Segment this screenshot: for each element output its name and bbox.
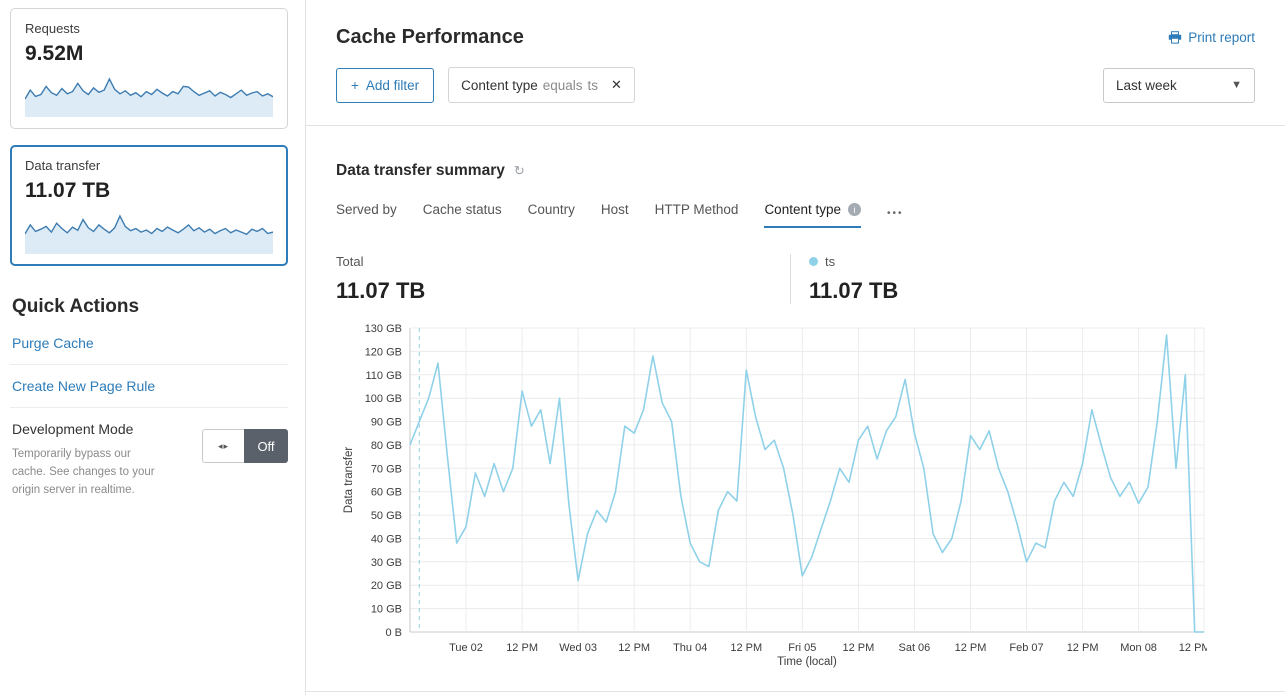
- tab-country[interactable]: Country: [528, 202, 575, 228]
- toggle-state-label: Off: [244, 429, 288, 463]
- svg-text:110 GB: 110 GB: [366, 370, 403, 382]
- filter-operator: equals: [542, 77, 583, 93]
- tab-host[interactable]: Host: [601, 202, 629, 228]
- svg-text:20 GB: 20 GB: [371, 580, 402, 592]
- add-filter-button[interactable]: + Add filter: [336, 67, 435, 103]
- svg-text:120 GB: 120 GB: [365, 346, 402, 358]
- data-transfer-sparkline: [25, 214, 273, 254]
- tab-served-by[interactable]: Served by: [336, 202, 397, 228]
- svg-text:12 PM: 12 PM: [1067, 642, 1099, 654]
- filter-field: Content type: [461, 77, 538, 93]
- total-value: 11.07 TB: [336, 278, 426, 303]
- tab-label: Country: [527, 202, 575, 217]
- divider: [306, 691, 1285, 692]
- time-range-select[interactable]: Last week ▼: [1103, 67, 1255, 103]
- dev-mode-description: Temporarily bypass our cache. See change…: [12, 448, 155, 496]
- series-stat: ts 11.07 TB: [790, 254, 898, 304]
- quick-actions-title: Quick Actions: [12, 296, 140, 317]
- chevron-down-icon: ▼: [1231, 79, 1242, 91]
- data-transfer-chart[interactable]: 0 B 10 GB 20 GB 30 GB 40 GB 50 GB 60 GB 70 GB 80…: [336, 320, 1211, 672]
- tab-label: Served by: [336, 202, 397, 217]
- svg-text:90 GB: 90 GB: [371, 417, 402, 429]
- tab-label: HTTP Method: [654, 202, 739, 217]
- tab-content-type[interactable]: Content type i: [764, 202, 861, 228]
- metric-label: Requests: [25, 21, 80, 36]
- refresh-icon[interactable]: ↻: [513, 163, 525, 178]
- filter-chip-content-type: Content type equals ts ✕: [448, 67, 635, 103]
- svg-text:Thu 04: Thu 04: [673, 642, 707, 654]
- svg-text:Feb 07: Feb 07: [1009, 642, 1043, 654]
- legend-dot: [809, 257, 818, 266]
- tab-label: Cache status: [422, 202, 502, 217]
- svg-text:12 PM: 12 PM: [506, 642, 538, 654]
- main-content: Cache Performance Print report + Add fil…: [306, 0, 1285, 695]
- purge-cache-link[interactable]: Purge Cache: [10, 322, 288, 365]
- toggle-arrows-icon: ◂▸: [202, 429, 244, 463]
- svg-text:60 GB: 60 GB: [371, 487, 402, 499]
- more-tabs-button[interactable]: •••: [887, 208, 904, 219]
- svg-text:Tue 02: Tue 02: [449, 642, 483, 654]
- metric-card-data-transfer[interactable]: Data transfer 11.07 TB: [10, 145, 288, 266]
- tab-http-method[interactable]: HTTP Method: [655, 202, 739, 228]
- svg-text:40 GB: 40 GB: [371, 534, 402, 546]
- svg-text:Sat 06: Sat 06: [898, 642, 930, 654]
- svg-text:12 PM: 12 PM: [730, 642, 762, 654]
- print-report-link[interactable]: Print report: [1168, 30, 1255, 45]
- sidebar: Requests 9.52M Data transfer 11.07 TB Qu…: [0, 0, 306, 695]
- tab-cache-status[interactable]: Cache status: [423, 202, 502, 228]
- svg-text:50 GB: 50 GB: [371, 510, 402, 522]
- divider: [306, 125, 1285, 126]
- svg-text:Wed 03: Wed 03: [559, 642, 597, 654]
- svg-text:130 GB: 130 GB: [365, 323, 402, 335]
- dev-mode-title: Development Mode: [12, 421, 134, 437]
- svg-text:30 GB: 30 GB: [371, 557, 402, 569]
- svg-text:0 B: 0 B: [385, 627, 402, 639]
- requests-sparkline: [25, 77, 273, 117]
- metric-card-requests[interactable]: Requests 9.52M: [10, 8, 288, 129]
- svg-text:12 PM: 12 PM: [843, 642, 875, 654]
- tab-label: Content type: [764, 202, 841, 217]
- svg-text:80 GB: 80 GB: [371, 440, 402, 452]
- add-filter-label: Add filter: [365, 77, 420, 93]
- svg-text:Time (local): Time (local): [777, 656, 837, 668]
- info-icon[interactable]: i: [848, 203, 861, 216]
- svg-text:Data transfer: Data transfer: [343, 447, 355, 514]
- plus-icon: +: [351, 77, 359, 93]
- svg-text:Mon 08: Mon 08: [1120, 642, 1157, 654]
- legend-name: ts: [825, 254, 836, 269]
- printer-icon: [1169, 31, 1182, 44]
- print-report-label: Print report: [1188, 30, 1255, 45]
- time-range-value: Last week: [1116, 77, 1177, 93]
- development-mode-section: Development Mode Temporarily bypass our …: [10, 408, 288, 499]
- filter-value: ts: [587, 77, 599, 93]
- tab-label: Host: [600, 202, 629, 217]
- svg-text:Fri 05: Fri 05: [788, 642, 816, 654]
- svg-text:12 PM: 12 PM: [618, 642, 650, 654]
- remove-filter-icon[interactable]: ✕: [611, 77, 622, 92]
- svg-text:100 GB: 100 GB: [365, 393, 402, 405]
- metric-label: Data transfer: [25, 158, 101, 173]
- summary-tabs: Served by Cache status Country Host HTTP Met…: [336, 202, 1255, 228]
- svg-text:10 GB: 10 GB: [371, 604, 402, 616]
- svg-text:12 PM: 12 PM: [1179, 642, 1207, 654]
- svg-text:70 GB: 70 GB: [371, 463, 402, 475]
- metric-value: 11.07 TB: [25, 179, 111, 202]
- svg-text:12 PM: 12 PM: [955, 642, 987, 654]
- total-label: Total: [336, 254, 364, 269]
- summary-title: Data transfer summary: [336, 162, 505, 179]
- page-title: Cache Performance: [336, 26, 524, 48]
- legend-value: 11.07 TB: [809, 278, 899, 303]
- metric-value: 9.52M: [25, 42, 84, 65]
- dev-mode-toggle[interactable]: ◂▸ Off: [202, 429, 288, 463]
- create-page-rule-link[interactable]: Create New Page Rule: [10, 365, 288, 408]
- total-stat: Total 11.07 TB: [336, 254, 790, 304]
